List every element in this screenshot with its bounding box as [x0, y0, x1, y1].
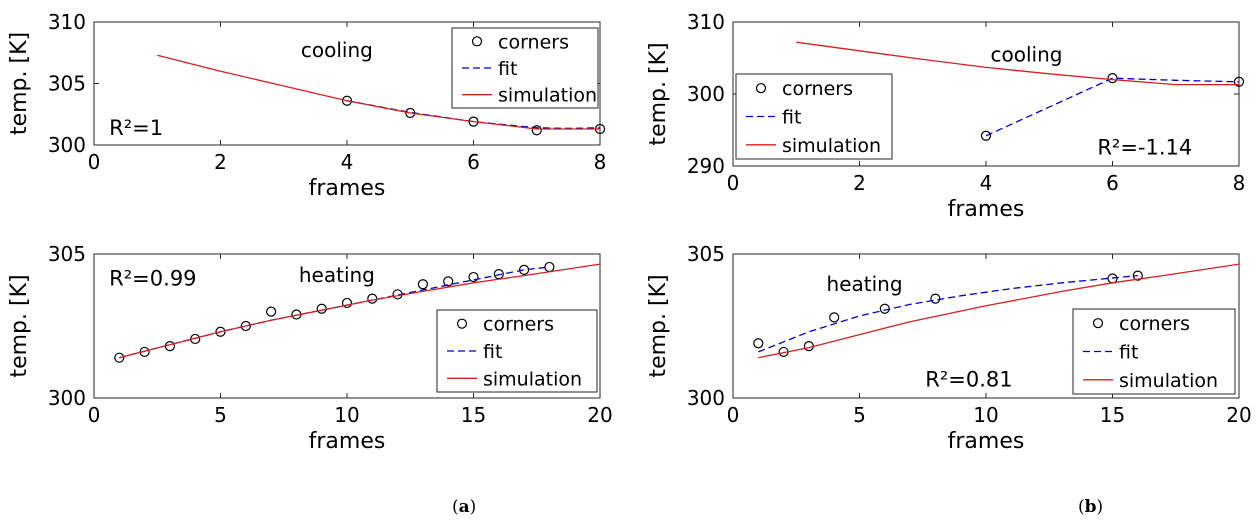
chart-panel-a-top: 0 2 4 6 8 300 305 310 frames temp. [K] cooling R²=1… — [7, 10, 606, 201]
data-point-corners — [829, 312, 840, 323]
data-point-corners — [1233, 76, 1245, 87]
x-tick-label: 6 — [467, 150, 480, 174]
data-point-corners — [544, 261, 555, 273]
r-squared-label: R²=1 — [109, 116, 163, 140]
series-line-simulation — [758, 263, 1240, 359]
legend: corners fit simulation — [735, 73, 893, 160]
x-tick-label: 5 — [853, 403, 866, 427]
y-tick-label: 300 — [48, 386, 86, 410]
legend-marker-corners — [471, 36, 483, 47]
data-point-corners — [443, 276, 454, 287]
x-tick-label: 15 — [1100, 403, 1125, 427]
data-point-corners — [879, 303, 890, 314]
y-tick-label: 300 — [687, 82, 725, 106]
data-point-corners — [930, 293, 941, 304]
legend-label-simulation: simulation — [498, 85, 597, 107]
x-axis-label: frames — [948, 197, 1025, 222]
caption-a: (a) — [452, 497, 477, 517]
panel-title: heating — [827, 272, 903, 296]
chart-panel-a-bottom: 0 5 10 15 20 300 305 frames temp. [K] heating R²=0… — [7, 242, 613, 454]
legend-label-fit: fit — [483, 341, 502, 363]
y-axis-label: temp. [K] — [7, 274, 32, 377]
data-point-corners — [215, 326, 226, 337]
series-line-fit — [985, 77, 1240, 137]
data-point-corners — [531, 125, 542, 136]
x-tick-label: 2 — [214, 150, 227, 174]
caption-b: (b) — [1078, 497, 1104, 517]
r-squared-label: R²=0.81 — [925, 367, 1012, 391]
legend-marker-corners — [755, 83, 767, 94]
legend: corners fit simulation — [436, 309, 598, 393]
legend: corners fit simulation — [1072, 308, 1236, 395]
data-point-corners — [266, 306, 277, 317]
legend-label-fit: fit — [1119, 342, 1138, 364]
data-point-corners — [980, 130, 992, 141]
x-tick-label: 20 — [587, 403, 612, 427]
legend-label-corners: corners — [1119, 313, 1190, 335]
r-squared-label: R²=0.99 — [109, 267, 196, 291]
data-point-corners — [316, 303, 327, 314]
legend-marker-corners — [1092, 318, 1104, 329]
y-tick-label: 305 — [48, 72, 86, 96]
x-tick-label: 8 — [1233, 171, 1246, 195]
x-tick-label: 10 — [334, 403, 359, 427]
legend-label-fit: fit — [782, 107, 801, 129]
data-point-corners — [468, 271, 479, 283]
legend-label-corners: corners — [498, 31, 569, 53]
series-line-simulation — [157, 54, 600, 130]
x-tick-label: 6 — [1106, 171, 1119, 195]
data-point-corners — [367, 293, 378, 304]
y-tick-label: 305 — [48, 242, 86, 266]
x-tick-label: 4 — [341, 150, 354, 174]
chart-panel-b-top: 0 2 4 6 8 290 300 310 frames temp. [K] cooling R²=-… — [646, 10, 1245, 222]
legend-label-simulation: simulation — [1119, 370, 1218, 392]
y-axis-label: temp. [K] — [646, 42, 671, 145]
x-tick-label: 5 — [214, 403, 227, 427]
data-point-corners — [753, 338, 764, 349]
x-tick-label: 10 — [973, 403, 998, 427]
legend-marker-corners — [456, 318, 468, 329]
y-tick-label: 305 — [687, 242, 725, 266]
r-squared-label: R²=-1.14 — [1097, 135, 1192, 159]
y-tick-label: 310 — [687, 10, 725, 34]
y-tick-label: 300 — [48, 133, 86, 157]
x-tick-label: 0 — [88, 403, 101, 427]
x-tick-label: 2 — [853, 171, 866, 195]
x-axis-label: frames — [309, 176, 386, 201]
data-point-corners — [1132, 270, 1143, 281]
x-tick-label: 20 — [1226, 403, 1251, 427]
y-axis-label: temp. [K] — [646, 274, 671, 377]
series-line-simulation — [796, 41, 1239, 86]
y-axis-label: temp. [K] — [7, 32, 32, 135]
data-point-corners — [114, 352, 125, 363]
x-tick-label: 0 — [727, 171, 740, 195]
x-axis-label: frames — [948, 429, 1025, 454]
panel-title: heating — [299, 263, 375, 287]
x-tick-label: 15 — [461, 403, 486, 427]
x-tick-label: 0 — [727, 403, 740, 427]
x-tick-label: 4 — [980, 171, 993, 195]
legend-label-simulation: simulation — [782, 135, 881, 157]
x-tick-label: 0 — [88, 150, 101, 174]
panel-title: cooling — [991, 43, 1063, 67]
legend-label-fit: fit — [498, 58, 517, 80]
data-point-corners — [417, 279, 428, 290]
data-point-corners — [240, 320, 251, 332]
x-tick-label: 8 — [594, 150, 607, 174]
x-axis-label: frames — [309, 429, 386, 454]
y-tick-label: 310 — [48, 10, 86, 34]
panel-title: cooling — [301, 38, 373, 62]
series-line-simulation — [119, 263, 601, 359]
chart-panel-b-bottom: 0 5 10 15 20 300 305 frames temp. [K] heating R²=0… — [646, 242, 1252, 454]
legend: corners fit simulation — [451, 27, 599, 109]
y-tick-label: 300 — [687, 386, 725, 410]
data-point-corners — [341, 95, 353, 106]
legend-label-corners: corners — [782, 78, 853, 100]
data-point-corners — [341, 297, 353, 309]
y-tick-label: 290 — [687, 154, 725, 178]
legend-label-simulation: simulation — [483, 368, 582, 390]
legend-label-corners: corners — [483, 314, 554, 336]
